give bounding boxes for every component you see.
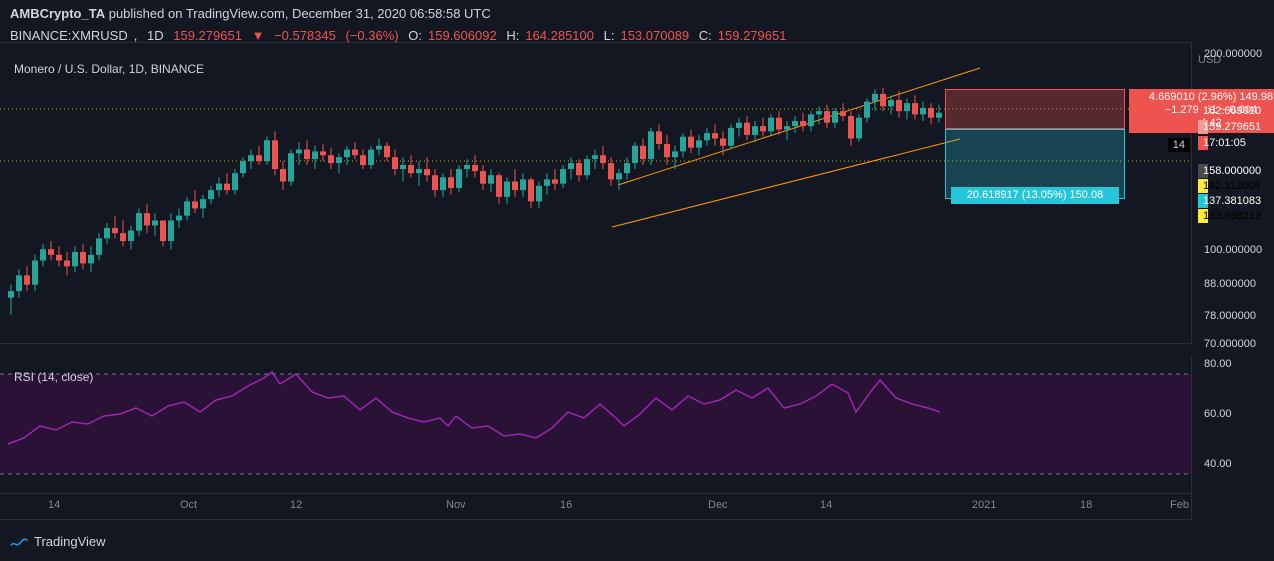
candlesticks [8,88,942,315]
price-tick: 70.000000 [1204,338,1256,350]
l-label: L: [604,28,615,43]
rsi-label: RSI (14, close) [14,370,93,384]
target-info: 20.618917 (13.05%) 150.08 [951,187,1119,204]
time-label: 14 [820,499,832,511]
time-label: 2021 [972,499,996,511]
last-price: 159.279651 [173,28,242,43]
rsi-tick: 40.00 [1204,458,1232,470]
channel-upper[interactable] [618,68,980,185]
symbol-row: BINANCE:XMRUSD, 1D 159.279651 ▼ −0.57834… [10,28,792,43]
ohlc-high: 164.285100 [525,28,594,43]
tradingview-logo-icon [10,536,28,548]
header: AMBCrypto_TA published on TradingView.co… [10,6,491,21]
stop-zone[interactable] [945,89,1125,129]
c-label: C: [699,28,712,43]
time-label: Dec [708,499,728,511]
price-tick: 78.000000 [1204,310,1256,322]
price-tick: 133.638213 [1198,209,1208,223]
rsi-tick: 60.00 [1204,408,1232,420]
price-tick: 88.000000 [1204,278,1256,290]
price-tick: 17:01:05 [1198,136,1208,150]
chart-container: AMBCrypto_TA published on TradingView.co… [0,0,1274,561]
chart-subtitle: Monero / U.S. Dollar, 1D, BINANCE [14,62,204,76]
footer-text: TradingView [34,534,106,549]
change-pct: (−0.36%) [346,28,399,43]
ohlc-open: 159.606092 [428,28,497,43]
price-axis[interactable]: USD 200.000000162.669010159.27965117:01:… [1192,42,1274,344]
price-tick: 100.000000 [1204,244,1262,256]
time-label: 14 [48,499,60,511]
time-label: Feb [1170,499,1189,511]
ohlc-close: 159.279651 [718,28,787,43]
rsi-pane[interactable] [0,356,1192,494]
rsi-tick: 80.00 [1204,358,1232,370]
rsi-band [0,374,1192,474]
rsi-axis[interactable]: 80.00 60.00 40.00 [1192,356,1274,494]
price-tick: 200.000000 [1204,48,1262,60]
time-label: 16 [560,499,572,511]
interval: 1D [147,28,164,43]
time-label: 12 [290,499,302,511]
ohlc-low: 153.070089 [620,28,689,43]
time-label: Nov [446,499,466,511]
price-tick: 142.112009 [1198,179,1208,193]
time-label: Oct [180,499,197,511]
countdown-bars: 14 [1168,138,1190,152]
time-label: 18 [1080,499,1092,511]
published-text: published on TradingView.com, December 3… [109,6,491,21]
h-label: H: [506,28,519,43]
change-abs: −0.578345 [274,28,336,43]
time-axis[interactable]: 14 Oct 12 Nov 16 Dec 14 2021 18 Feb [0,494,1192,520]
price-pane[interactable]: 4.669010 (2.96%) 149.98−1.279651 ~ 0.004… [0,42,1192,344]
footer: TradingView [10,534,106,549]
rsi-svg [0,356,1192,494]
down-arrow-icon: ▼ [252,28,265,43]
price-tick: 159.279651 [1198,120,1208,134]
price-tick: 137.381083 [1198,194,1208,208]
price-tick: 162.669010 [1198,104,1208,118]
o-label: O: [408,28,422,43]
pair: BINANCE:XMRUSD [10,28,128,43]
author: AMBCrypto_TA [10,6,105,21]
price-tick: 158.000000 [1198,164,1208,178]
